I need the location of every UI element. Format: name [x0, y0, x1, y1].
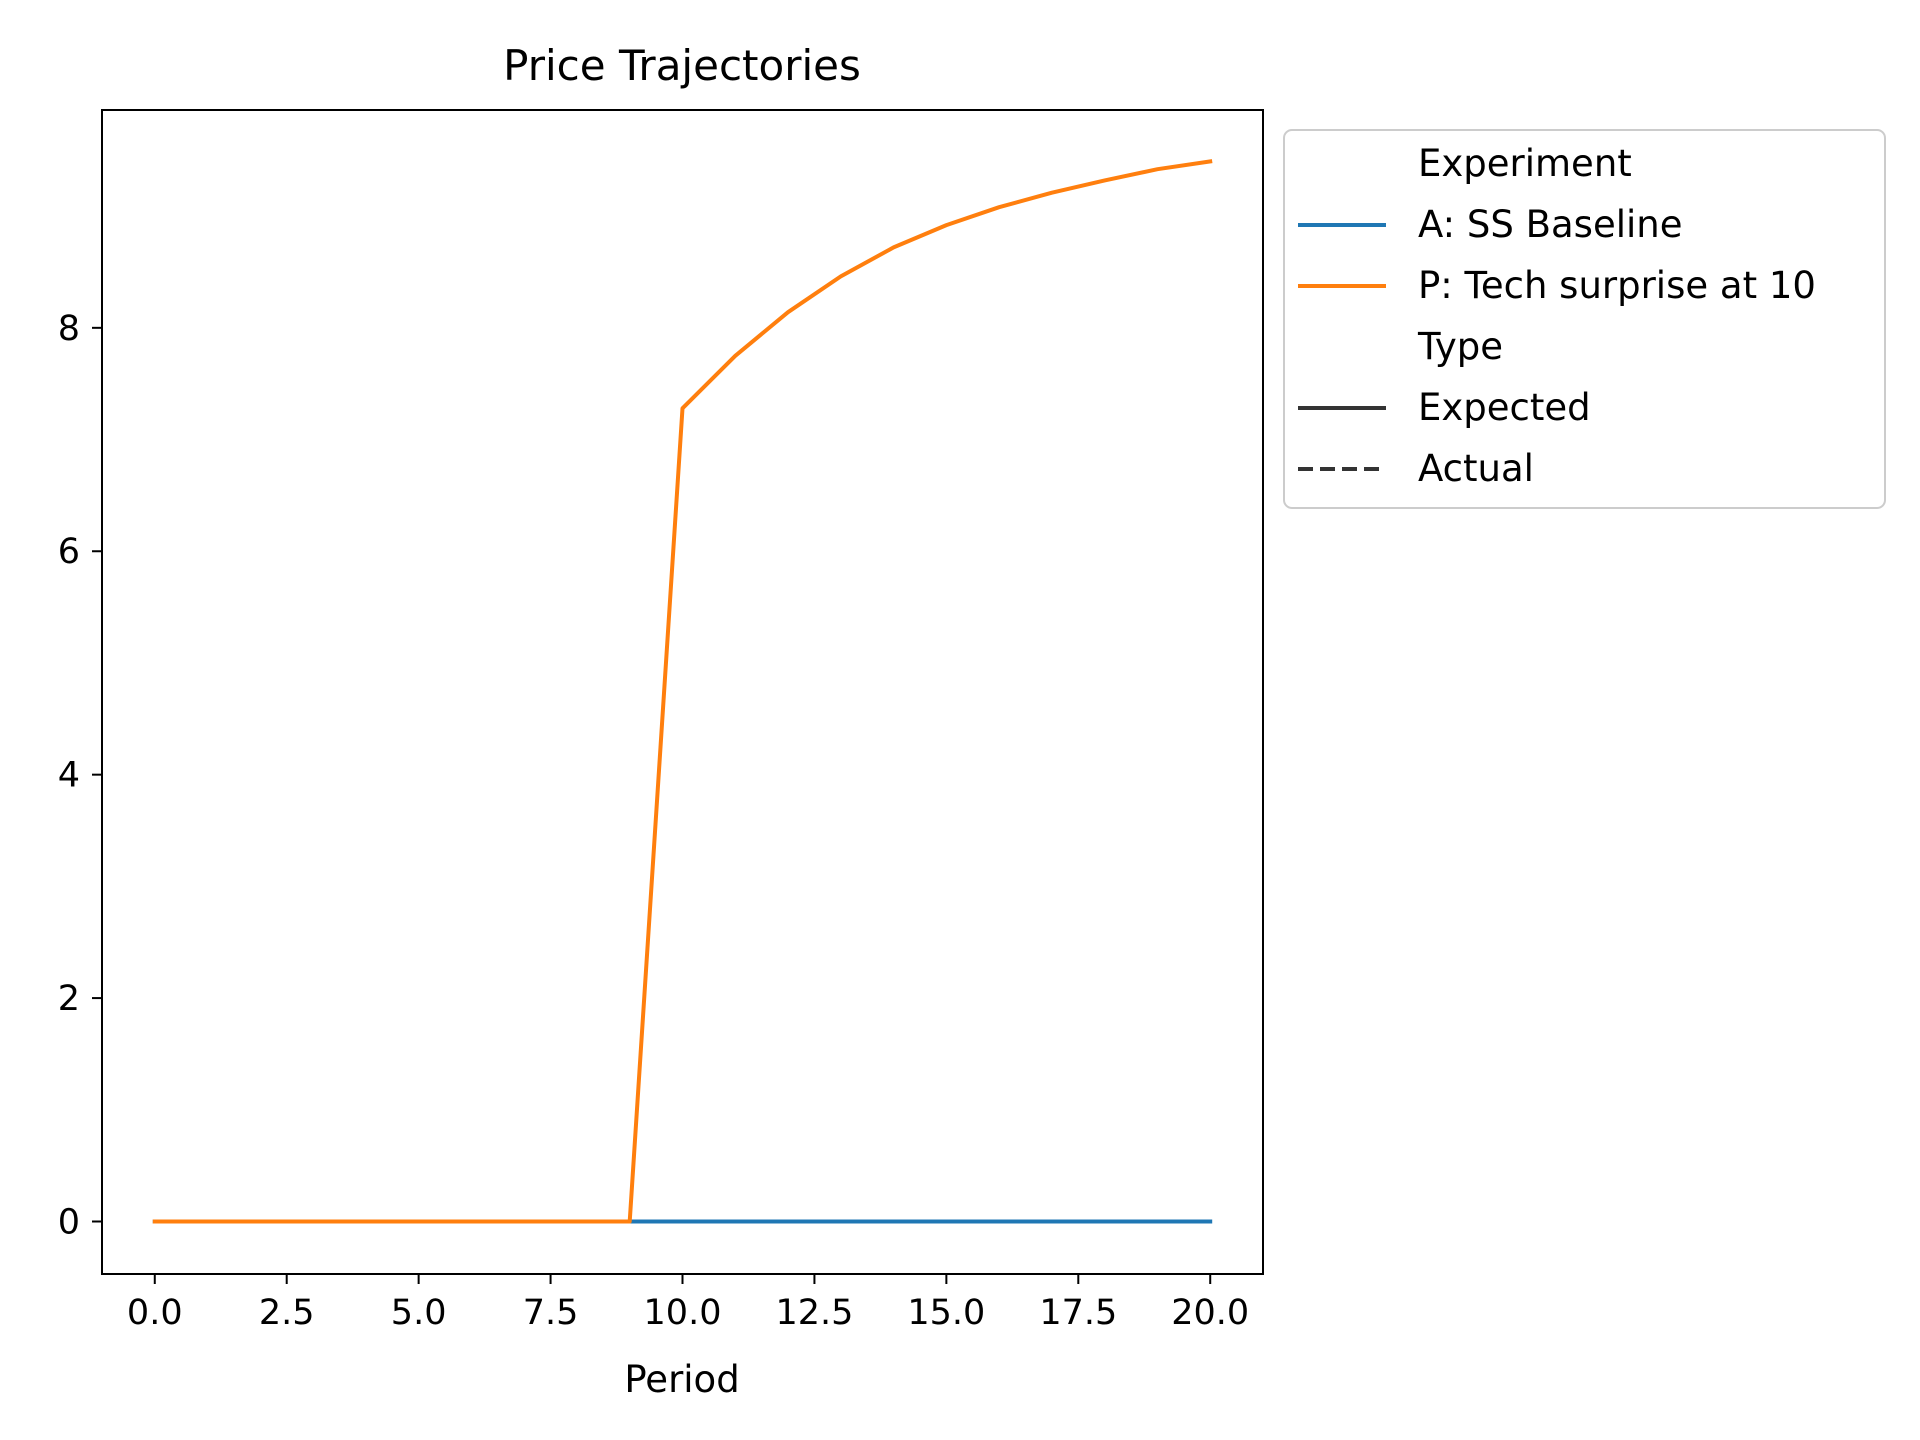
x-axis-label: Period	[624, 1358, 739, 1401]
series-line-1	[152, 159, 1213, 1224]
plot-frame	[101, 109, 1264, 1275]
x-tick-label: 15.0	[907, 1293, 985, 1333]
x-tick-label: 17.5	[1039, 1293, 1117, 1333]
series-layer	[152, 159, 1213, 1224]
y-tick-label: 0	[58, 1202, 80, 1242]
x-tick-label: 2.5	[259, 1293, 315, 1333]
y-tick-label: 2	[58, 979, 80, 1019]
legend-group-title: Experiment	[1418, 142, 1632, 185]
legend: Experiment A: SS Baseline P: Tech surprise…	[1283, 129, 1886, 509]
x-tick-label: 5.0	[391, 1293, 447, 1333]
x-tick-label: 7.5	[523, 1293, 579, 1333]
x-tick-label: 20.0	[1171, 1293, 1249, 1333]
legend-group-title: Type	[1417, 325, 1503, 368]
x-tick-label: 12.5	[775, 1293, 853, 1333]
y-axis: 0 2 4 6 8	[58, 309, 102, 1242]
legend-entry-label: A: SS Baseline	[1418, 203, 1683, 246]
x-axis: 0.0 2.5 5.0 7.5 10.0 12.5 15.0 17.5 20.0	[127, 1274, 1249, 1333]
y-tick-label: 6	[58, 532, 80, 572]
x-tick-label: 10.0	[644, 1293, 722, 1333]
legend-entry-label: Expected	[1418, 386, 1591, 429]
legend-entry-label: P: Tech surprise at 10	[1418, 264, 1816, 307]
y-tick-label: 4	[58, 756, 80, 796]
chart-title: Price Trajectories	[503, 41, 861, 90]
x-tick-label: 0.0	[127, 1293, 183, 1333]
legend-entry-label: Actual	[1418, 447, 1534, 490]
y-tick-label: 8	[58, 309, 80, 349]
legend-box	[1283, 129, 1886, 509]
